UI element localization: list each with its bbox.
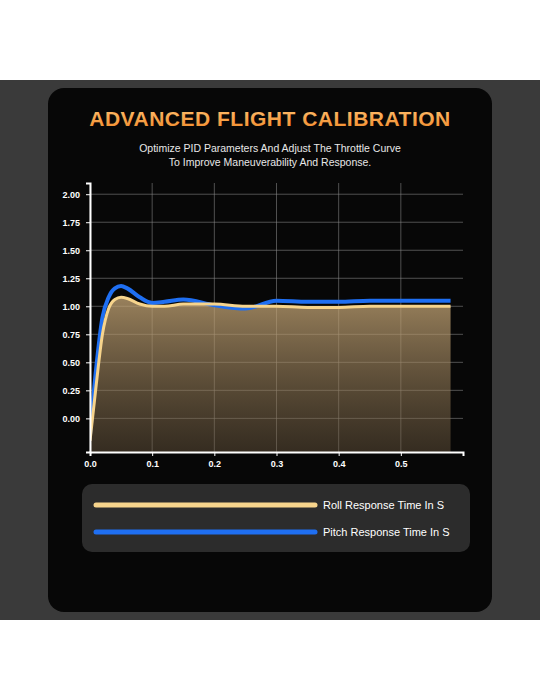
- tick-mark: [86, 194, 90, 195]
- tick: 0.2: [209, 452, 222, 469]
- tick-mark: [86, 418, 90, 419]
- tick: 0.3: [271, 452, 284, 469]
- axis-line: [91, 453, 464, 457]
- tick-label: 0.5: [395, 459, 408, 469]
- tick-label: 0.25: [62, 386, 80, 396]
- line: [90, 286, 451, 435]
- background: [0, 80, 540, 620]
- tick-mark: [86, 278, 90, 279]
- tick: 0.75: [62, 330, 90, 340]
- legend-box: [82, 484, 470, 552]
- legend-swatch: [96, 530, 315, 535]
- tick: 1.25: [62, 274, 90, 284]
- tick-label: 0.50: [62, 358, 80, 368]
- tick: 0.25: [62, 386, 90, 396]
- legend-label: Roll Response Time In S: [323, 499, 444, 511]
- tick: 0.50: [62, 358, 90, 368]
- tick: 1.50: [62, 246, 90, 256]
- plot-area: [90, 286, 451, 452]
- panel: [48, 88, 492, 612]
- tick-mark: [339, 452, 340, 456]
- tick: 2.00: [62, 190, 90, 200]
- tick: 0.5: [395, 452, 408, 469]
- tick-label: 0.0: [84, 459, 97, 469]
- tick-label: 1.75: [62, 218, 80, 228]
- tick-mark: [86, 222, 90, 223]
- tick: 1.75: [62, 218, 90, 228]
- tick-mark: [86, 334, 90, 335]
- tick-mark: [277, 452, 278, 456]
- chart: ADVANCED FLIGHT CALIBRATION Optimize PID …: [0, 0, 540, 700]
- tick-label: 0.2: [209, 459, 222, 469]
- tick-mark: [152, 452, 153, 456]
- legend-swatch: [96, 503, 315, 508]
- tick-label: 0.00: [62, 414, 80, 424]
- tick-label: 0.75: [62, 330, 80, 340]
- tick: 0.1: [146, 452, 159, 469]
- axis-line: [86, 184, 91, 453]
- subtitle: Optimize PID Parameters And Adjust The T…: [139, 142, 401, 154]
- tick: 0.0: [84, 452, 97, 469]
- x-axis: 0.0 0.1 0.2 0.3 0.4 0.5: [84, 452, 463, 469]
- tick-label: 0.1: [146, 459, 159, 469]
- title: ADVANCED FLIGHT CALIBRATION: [89, 107, 451, 130]
- area: [90, 297, 451, 452]
- tick: 0.00: [62, 414, 90, 424]
- subtitle: To Improve Maneuverability And Response.: [169, 156, 372, 168]
- tick: 0.4: [333, 452, 346, 469]
- tick-mark: [90, 452, 91, 456]
- tick-label: 0.4: [333, 459, 346, 469]
- grid: [90, 183, 463, 452]
- tick-mark: [214, 452, 215, 456]
- tick-mark: [86, 250, 90, 251]
- tick-mark: [86, 390, 90, 391]
- tick-label: 1.50: [62, 246, 80, 256]
- tick-label: 2.00: [62, 190, 80, 200]
- tick-label: 1.25: [62, 274, 80, 284]
- tick-mark: [401, 452, 402, 456]
- tick: 1.00: [62, 302, 90, 312]
- legend-label: Pitch Response Time In S: [323, 526, 450, 538]
- tick-label: 0.3: [271, 459, 284, 469]
- tick-mark: [86, 362, 90, 363]
- legend: Roll Response Time In S Pitch Response Ti…: [82, 484, 470, 552]
- y-axis: 0.00 0.25 0.50 0.75 1.00 1.25 1.50 1.75 2.00: [62, 184, 90, 453]
- tick-mark: [86, 306, 90, 307]
- tick-label: 1.00: [62, 302, 80, 312]
- line: [90, 297, 451, 440]
